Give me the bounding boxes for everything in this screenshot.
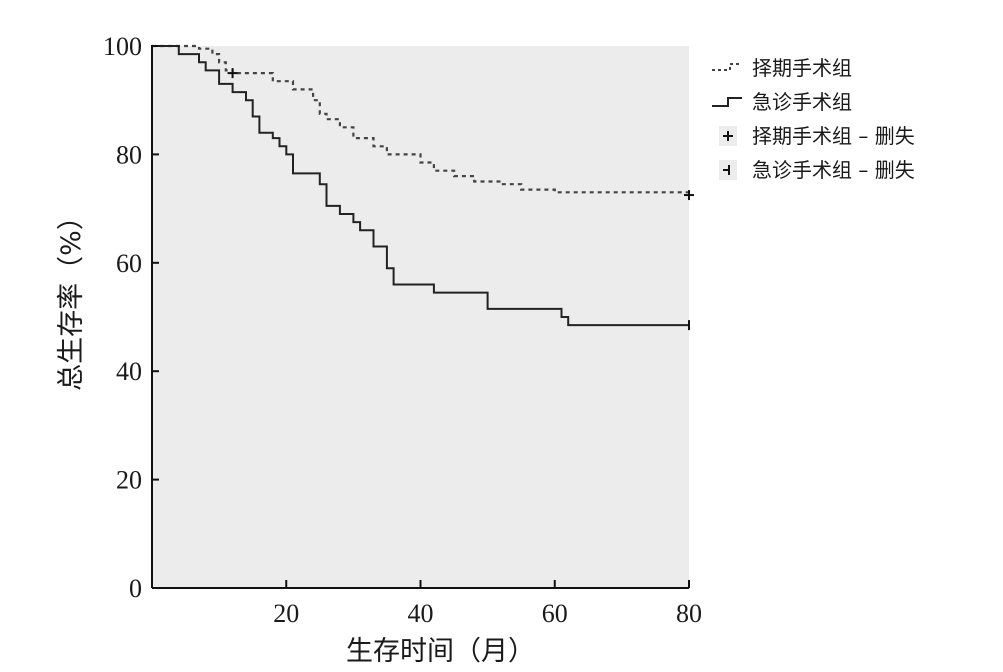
legend-label: 急诊手术组 – 删失 [752,158,915,182]
x-tick-label: 40 [408,599,434,628]
legend-item: 急诊手术组 – 删失 [719,158,915,182]
censor-mark [227,68,238,79]
y-tick-label: 60 [116,249,142,278]
plot-area [152,46,689,588]
series-layer [152,44,691,327]
series-line-1 [152,44,691,196]
y-tick-label: 40 [116,357,142,386]
y-tick-label: 80 [116,140,142,169]
legend-label: 择期手术组 [752,56,852,80]
x-tick-label: 60 [542,599,568,628]
x-axis-title: 生存时间（月） [346,636,535,667]
censor-layer [227,68,694,331]
legend-symbol [712,63,742,71]
y-axis-title: 总生存率（%） [56,203,87,391]
x-tick-label: 20 [273,599,299,628]
axes [151,45,690,589]
legend-label: 急诊手术组 [752,90,852,114]
legend-symbol [719,160,737,180]
legend-item: 急诊手术组 [712,90,852,114]
y-tick-label: 0 [129,574,142,603]
censor-mark [684,190,694,201]
series-line-2 [152,45,689,327]
y-tick-label: 20 [116,466,142,495]
legend-symbol [719,126,737,146]
tick-labels: 0 20 40 60 80 100 20 40 60 80 [103,32,702,628]
x-tick-label: 80 [676,599,702,628]
legend-label: 择期手术组 – 删失 [752,124,915,148]
legend-item: 择期手术组 – 删失 [719,124,915,148]
legend-item: 择期手术组 [712,56,852,80]
y-tick-label: 100 [103,32,142,61]
legend-symbol [712,97,742,107]
